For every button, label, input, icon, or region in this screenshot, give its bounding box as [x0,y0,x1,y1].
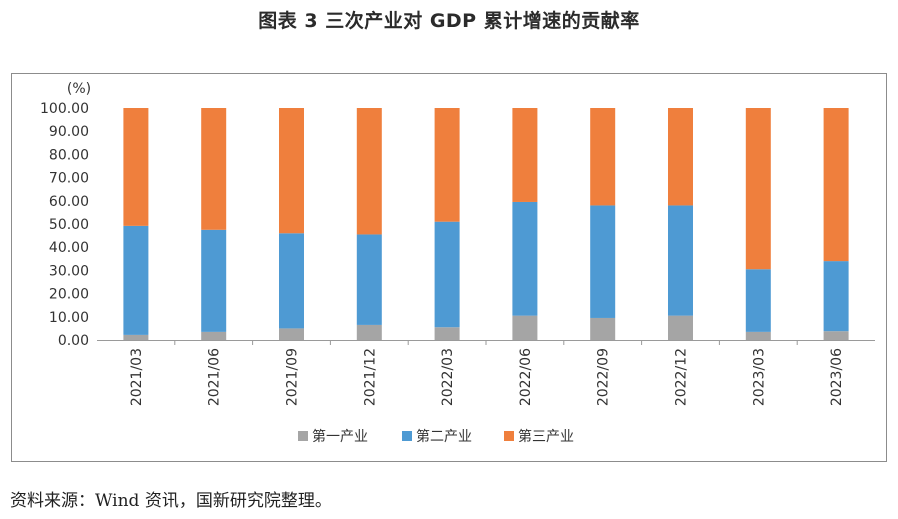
bar-segment-1 [590,317,616,340]
bar-segment-3 [512,108,538,202]
y-tick-label: 60.00 [49,194,89,210]
source-note: 资料来源：Wind 资讯，国新研究院整理。 [10,491,332,511]
x-tick-label: 2022/06 [518,348,534,406]
x-tick-label: 2021/09 [285,348,301,406]
y-tick-label: 80.00 [49,147,89,163]
bar-segment-2 [434,221,460,328]
x-tick-label: 2022/03 [440,348,456,406]
x-tick-label: 2022/12 [674,348,690,406]
y-tick-label: 50.00 [49,217,89,233]
y-tick-label: 0.00 [58,333,89,349]
y-tick-label: 30.00 [49,263,89,279]
y-tick-label: 40.00 [49,240,89,256]
bar-segment-2 [745,269,771,332]
bar-segment-1 [512,315,538,340]
x-tick-label: 2023/03 [751,348,767,406]
bar-segment-1 [356,324,382,340]
bar-segment-1 [201,331,227,340]
y-tick-label: 20.00 [49,287,89,303]
bar-segment-2 [668,205,693,316]
bar-segment-3 [279,108,304,234]
bar-segment-1 [279,328,304,340]
bar-segment-3 [434,108,460,222]
bar-segment-2 [279,233,304,329]
bar-segment-3 [668,108,693,206]
legend-swatch-2 [402,431,412,441]
bar-segment-2 [201,229,227,332]
bar-segment-1 [123,334,149,340]
bar-segment-3 [201,108,227,230]
y-axis-unit-label: (%) [67,81,91,97]
bar-segment-3 [745,108,771,270]
legend-label-1: 第一产业 [312,428,368,445]
bar-segment-1 [745,331,771,340]
y-tick-label: 100.00 [40,101,89,117]
x-tick-label: 2021/12 [362,348,378,406]
x-tick-label: 2022/09 [596,348,612,406]
y-tick-label: 10.00 [49,310,89,326]
bar-segment-2 [512,201,538,316]
legend-label-2: 第二产业 [416,428,472,445]
bar-segment-1 [823,331,849,340]
bar-segment-1 [434,327,460,340]
y-tick-label: 90.00 [49,124,89,140]
bar-segment-3 [356,108,382,235]
bar-segment-1 [668,315,693,340]
bar-segment-3 [823,108,849,262]
bar-segment-2 [590,205,616,318]
chart-title: 图表 3 三次产业对 GDP 累计增速的贡献率 [258,10,640,32]
legend-label-3: 第三产业 [518,428,574,445]
bar-segment-2 [356,234,382,325]
bar-segment-2 [823,261,849,332]
y-tick-label: 70.00 [49,171,89,187]
x-tick-label: 2021/06 [207,348,223,406]
bar-segment-3 [590,108,616,206]
x-tick-label: 2021/03 [129,348,145,406]
x-tick-label: 2023/06 [829,348,845,406]
bar-segment-2 [123,225,149,335]
legend-swatch-1 [298,431,308,441]
bar-segment-3 [123,108,149,226]
legend-swatch-3 [504,431,514,441]
